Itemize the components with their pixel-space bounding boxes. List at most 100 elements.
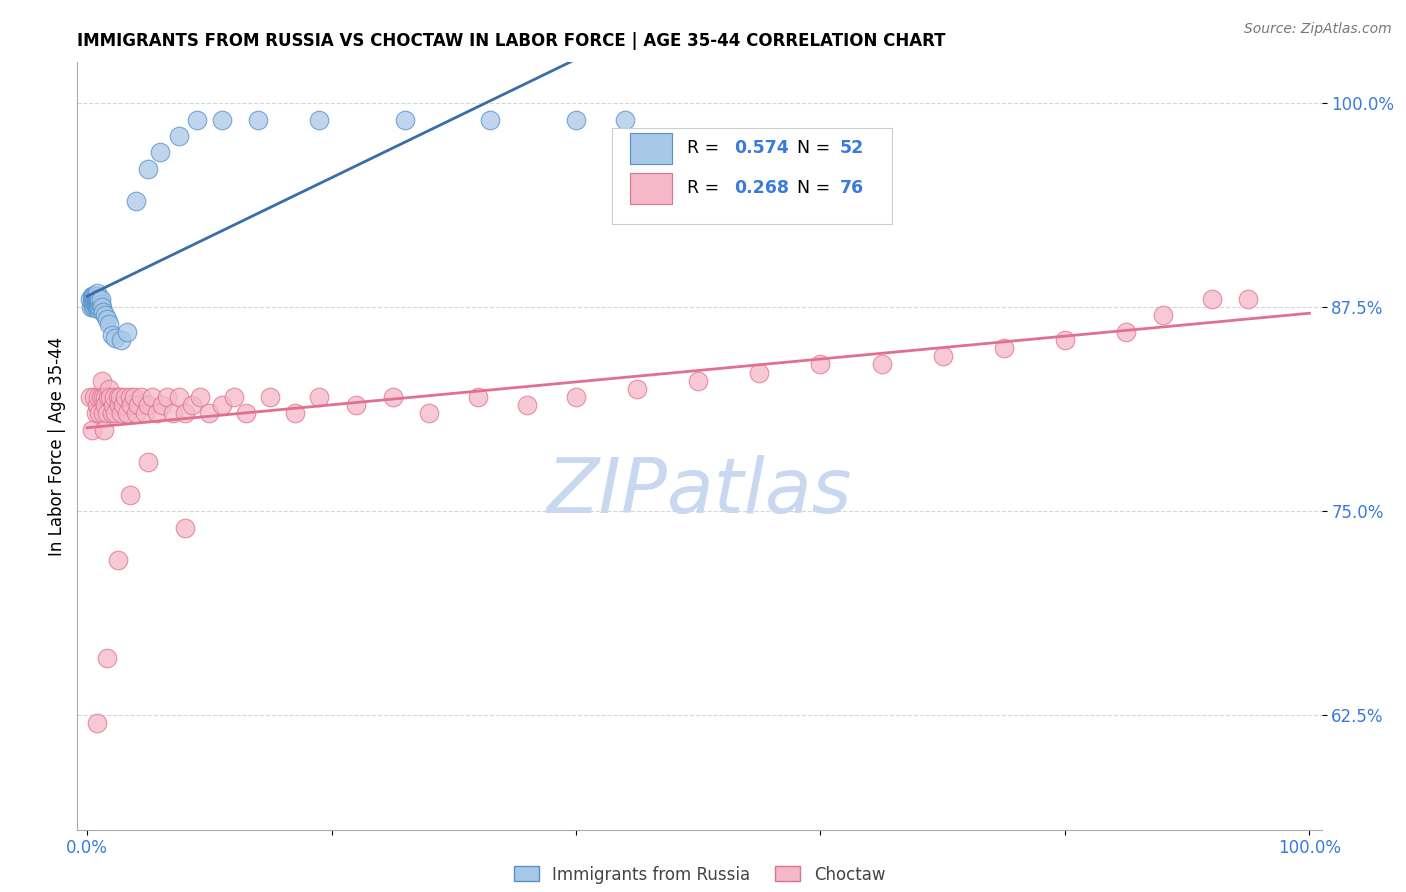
Point: [91, 305, 114, 319]
Text: ZIPatlas: ZIPatlas: [547, 455, 852, 529]
Point: [98, 317, 121, 331]
Point: [125, 406, 148, 420]
Point: [117, 325, 139, 339]
Point: [86, 299, 108, 313]
Point: [90, 292, 112, 306]
Point: [129, 390, 152, 404]
Point: [211, 112, 233, 127]
Text: 52: 52: [841, 139, 865, 157]
Point: [86, 285, 108, 300]
Point: [516, 398, 538, 412]
Point: [103, 390, 125, 404]
Point: [80, 295, 103, 310]
Point: [87, 390, 110, 404]
Point: [90, 374, 112, 388]
Point: [134, 406, 156, 420]
Point: [127, 398, 149, 412]
Text: N =: N =: [797, 139, 835, 157]
FancyBboxPatch shape: [613, 128, 893, 224]
Point: [467, 390, 489, 404]
Point: [83, 289, 105, 303]
Point: [94, 309, 117, 323]
Point: [565, 112, 588, 127]
Point: [87, 295, 110, 310]
Point: [993, 341, 1015, 355]
Point: [96, 651, 118, 665]
Point: [108, 390, 131, 404]
Point: [90, 297, 112, 311]
Point: [89, 299, 111, 313]
Point: [80, 300, 103, 314]
Point: [932, 349, 955, 363]
Point: [150, 398, 173, 412]
Point: [247, 112, 270, 127]
Point: [149, 145, 172, 160]
Text: 76: 76: [841, 179, 865, 197]
Point: [748, 366, 770, 380]
Point: [98, 382, 121, 396]
Point: [155, 390, 177, 404]
Point: [344, 398, 367, 412]
Point: [141, 390, 163, 404]
Point: [308, 390, 330, 404]
Point: [626, 382, 648, 396]
Point: [87, 299, 110, 313]
Point: [259, 390, 281, 404]
Point: [167, 128, 190, 143]
Point: [84, 292, 107, 306]
Point: [394, 112, 416, 127]
Point: [100, 328, 122, 343]
Point: [86, 292, 108, 306]
Point: [86, 289, 108, 303]
Point: [104, 331, 127, 345]
Point: [186, 112, 208, 127]
Point: [94, 390, 117, 404]
Point: [83, 295, 105, 310]
Point: [89, 292, 111, 306]
Point: [120, 398, 142, 412]
Point: [83, 299, 105, 313]
Point: [83, 292, 105, 306]
Point: [97, 390, 120, 404]
FancyBboxPatch shape: [630, 173, 672, 203]
Point: [870, 358, 893, 372]
Point: [188, 390, 211, 404]
Text: N =: N =: [797, 179, 835, 197]
Point: [82, 300, 104, 314]
Point: [93, 423, 115, 437]
Point: [810, 358, 832, 372]
Point: [110, 406, 132, 420]
Point: [235, 406, 257, 420]
Point: [79, 390, 101, 404]
Point: [82, 289, 104, 303]
Point: [86, 398, 108, 412]
Point: [87, 301, 110, 316]
Point: [1053, 333, 1076, 347]
Point: [101, 398, 124, 412]
Point: [104, 406, 127, 420]
Point: [80, 289, 103, 303]
Point: [1237, 292, 1260, 306]
Point: [174, 520, 197, 534]
Point: [479, 112, 502, 127]
Point: [96, 311, 118, 326]
Point: [86, 295, 108, 310]
Text: R =: R =: [688, 179, 724, 197]
Point: [118, 488, 141, 502]
Text: Source: ZipAtlas.com: Source: ZipAtlas.com: [1244, 22, 1392, 37]
Point: [118, 390, 141, 404]
Point: [90, 390, 112, 404]
Point: [90, 300, 112, 314]
Point: [86, 716, 108, 731]
Point: [613, 112, 636, 127]
Point: [94, 398, 117, 412]
Point: [111, 398, 134, 412]
Text: R =: R =: [688, 139, 724, 157]
Point: [79, 292, 101, 306]
Y-axis label: In Labor Force | Age 35-44: In Labor Force | Age 35-44: [48, 336, 66, 556]
Point: [565, 390, 588, 404]
Point: [80, 423, 103, 437]
Point: [91, 390, 114, 404]
Point: [86, 292, 108, 306]
Point: [91, 406, 114, 420]
